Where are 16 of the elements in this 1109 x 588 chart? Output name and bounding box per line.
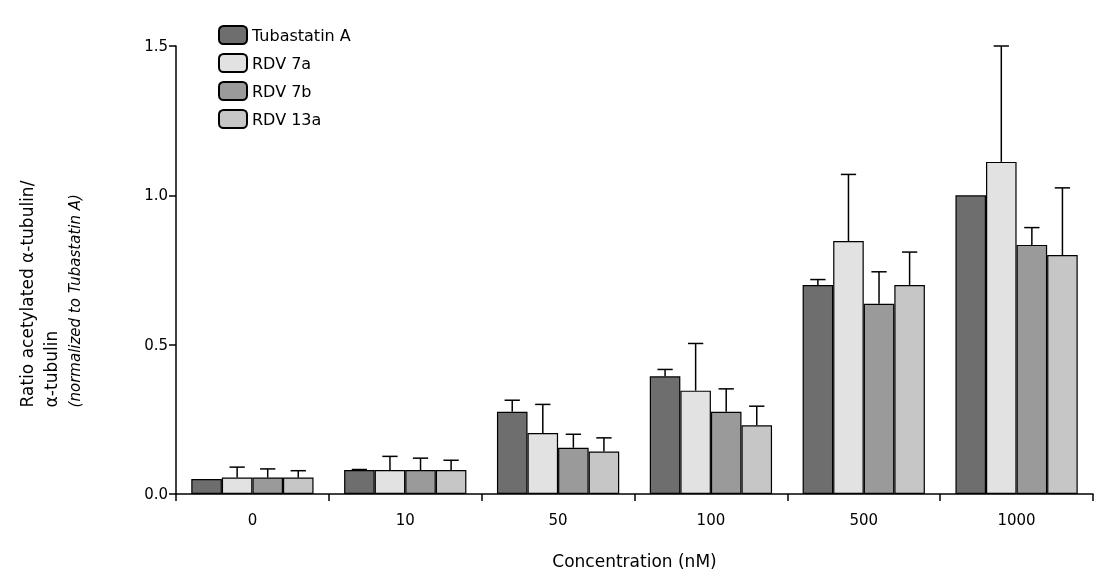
- y-tick-label: 0.0: [144, 485, 168, 503]
- y-tick-label: 0.5: [144, 335, 168, 354]
- legend-label: RDV 7a: [252, 53, 312, 73]
- x-tick-label: 1000: [997, 510, 1036, 529]
- y-axis-title: Ratio acetylated α-tubulin/ α-tubulin (normalized to Tubastatin A): [16, 180, 84, 408]
- legend-label: RDV 13a: [252, 109, 322, 129]
- x-tick-label: 100: [696, 510, 726, 529]
- x-tick-label: 10: [395, 510, 415, 529]
- y-tick-label: 1.0: [144, 186, 168, 205]
- x-tick-label: 500: [849, 510, 879, 529]
- x-axis-title: Concentration (nM): [552, 550, 717, 571]
- legend-label: RDV 7b: [252, 81, 312, 101]
- legend-label: Tubastatin A: [251, 25, 351, 45]
- x-tick-label: 50: [548, 510, 568, 529]
- y-tick-label: 1.5: [144, 37, 168, 55]
- x-tick-label: 0: [247, 510, 258, 529]
